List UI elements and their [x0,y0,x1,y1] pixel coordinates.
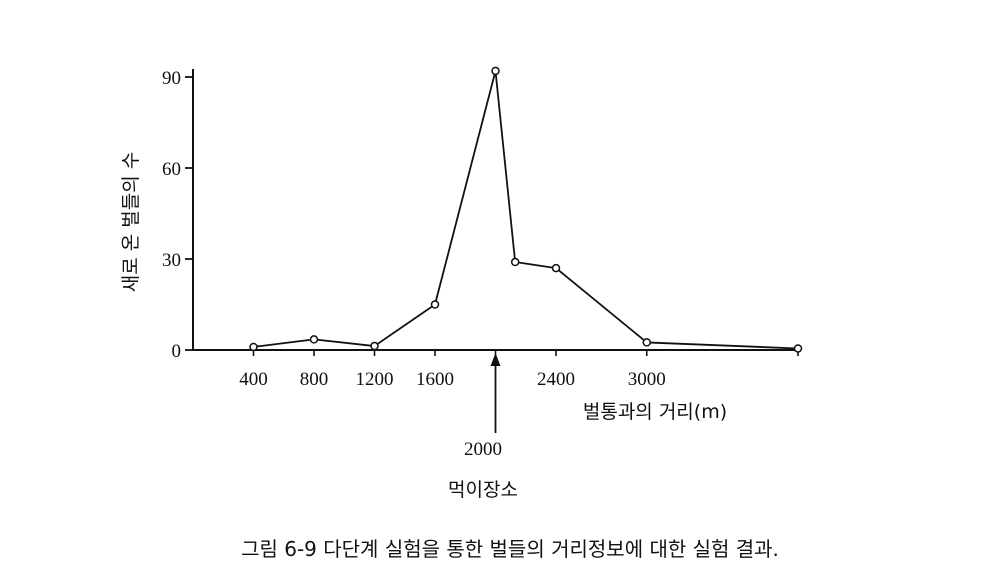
x-axis-title: 벌통과의 거리(m) [583,401,727,423]
y-tick-label: 90 [162,68,181,89]
y-tick-label: 30 [162,250,181,271]
figure-caption: 그림 6-9 다단계 실험을 통한 벌들의 거리정보에 대한 실험 결과. [241,537,779,561]
y-tick-label: 60 [162,159,181,180]
feeding-site-arrow-head [490,353,501,366]
data-point [551,263,561,273]
x-tick-label: 3000 [628,369,666,390]
data-point [249,342,258,352]
x-tick-label: 800 [300,369,329,390]
x-tick-label: 1200 [356,369,394,390]
data-point [309,335,319,344]
data-point [510,257,520,267]
data-point [430,300,440,309]
data-point [642,338,651,347]
x-tick-label: 400 [239,369,268,390]
axes [192,69,800,351]
y-ticks: 0 30 60 90 [162,68,193,362]
series-line [253,70,799,350]
data-point [793,344,803,353]
y-tick-label: 0 [172,341,182,362]
y-axis-title: 새로 온 벌들의 수 [120,152,142,292]
feeding-site-value: 2000 [464,439,502,460]
data-point [491,66,500,76]
x-ticks: 400 800 1200 1600 2400 3000 [239,350,799,390]
x-tick-label: 1600 [416,369,454,390]
series-group [249,66,803,353]
x-tick-label: 2400 [537,369,575,390]
data-point [370,341,379,351]
feeding-site-annotation: 2000 먹이장소 [448,353,518,501]
feeding-site-label: 먹이장소 [448,479,518,501]
